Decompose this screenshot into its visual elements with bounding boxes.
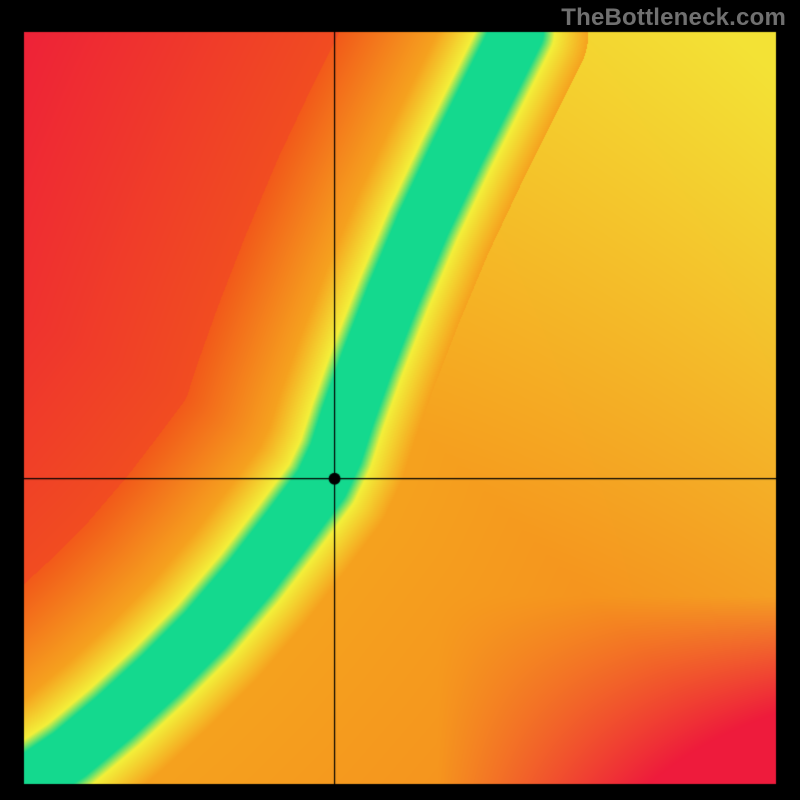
heatmap-canvas [0,0,800,800]
watermark-text: TheBottleneck.com [561,4,786,32]
chart-container: TheBottleneck.com [0,0,800,800]
